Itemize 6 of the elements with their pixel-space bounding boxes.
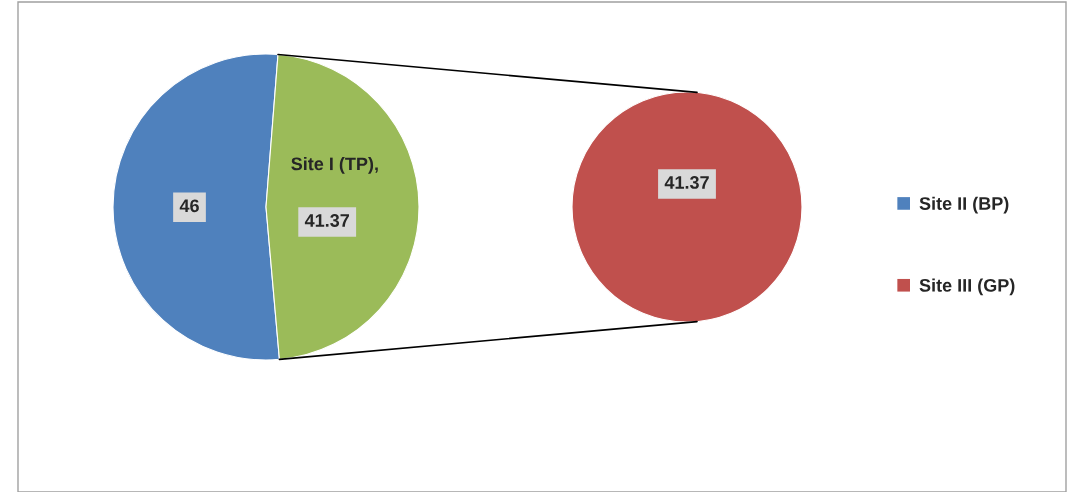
data-label: 46 — [179, 199, 199, 213]
data-label: 41.37 — [664, 176, 709, 189]
legend-label: Site III (GP) — [919, 278, 1015, 296]
data-label: 41.37 — [304, 214, 349, 227]
legend-label: Site II (BP) — [919, 196, 1009, 214]
text: Site I (TP), — [291, 156, 378, 174]
